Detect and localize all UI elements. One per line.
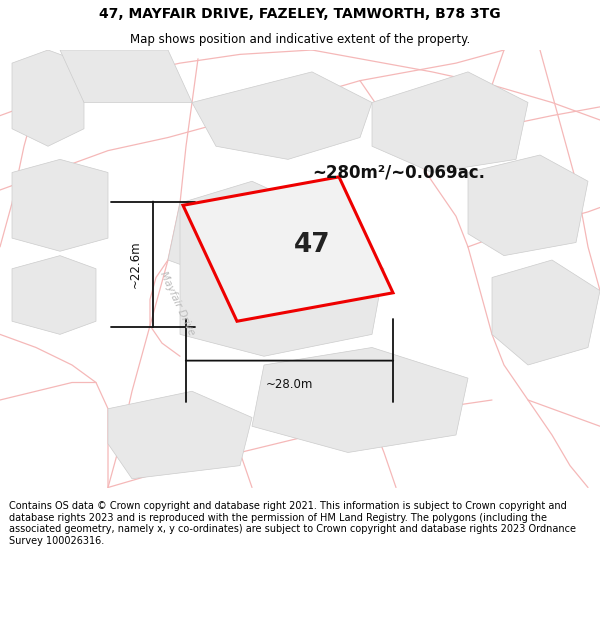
Polygon shape bbox=[183, 177, 393, 321]
Text: Map shows position and indicative extent of the property.: Map shows position and indicative extent… bbox=[130, 32, 470, 46]
Polygon shape bbox=[12, 50, 84, 146]
Polygon shape bbox=[192, 72, 372, 159]
Polygon shape bbox=[492, 260, 600, 365]
Polygon shape bbox=[180, 203, 384, 356]
Text: ~22.6m: ~22.6m bbox=[129, 241, 142, 288]
Polygon shape bbox=[168, 181, 300, 278]
Text: ~28.0m: ~28.0m bbox=[266, 378, 313, 391]
Text: ~280m²/~0.069ac.: ~280m²/~0.069ac. bbox=[312, 164, 485, 181]
Polygon shape bbox=[108, 391, 252, 479]
Polygon shape bbox=[12, 159, 108, 251]
Polygon shape bbox=[372, 72, 528, 172]
Polygon shape bbox=[468, 155, 588, 256]
Polygon shape bbox=[60, 50, 192, 102]
Text: Contains OS data © Crown copyright and database right 2021. This information is : Contains OS data © Crown copyright and d… bbox=[9, 501, 576, 546]
Text: Mayfair Drive: Mayfair Drive bbox=[158, 270, 196, 338]
Text: 47: 47 bbox=[293, 232, 331, 258]
Text: 47, MAYFAIR DRIVE, FAZELEY, TAMWORTH, B78 3TG: 47, MAYFAIR DRIVE, FAZELEY, TAMWORTH, B7… bbox=[99, 7, 501, 21]
Polygon shape bbox=[252, 348, 468, 452]
Polygon shape bbox=[12, 256, 96, 334]
